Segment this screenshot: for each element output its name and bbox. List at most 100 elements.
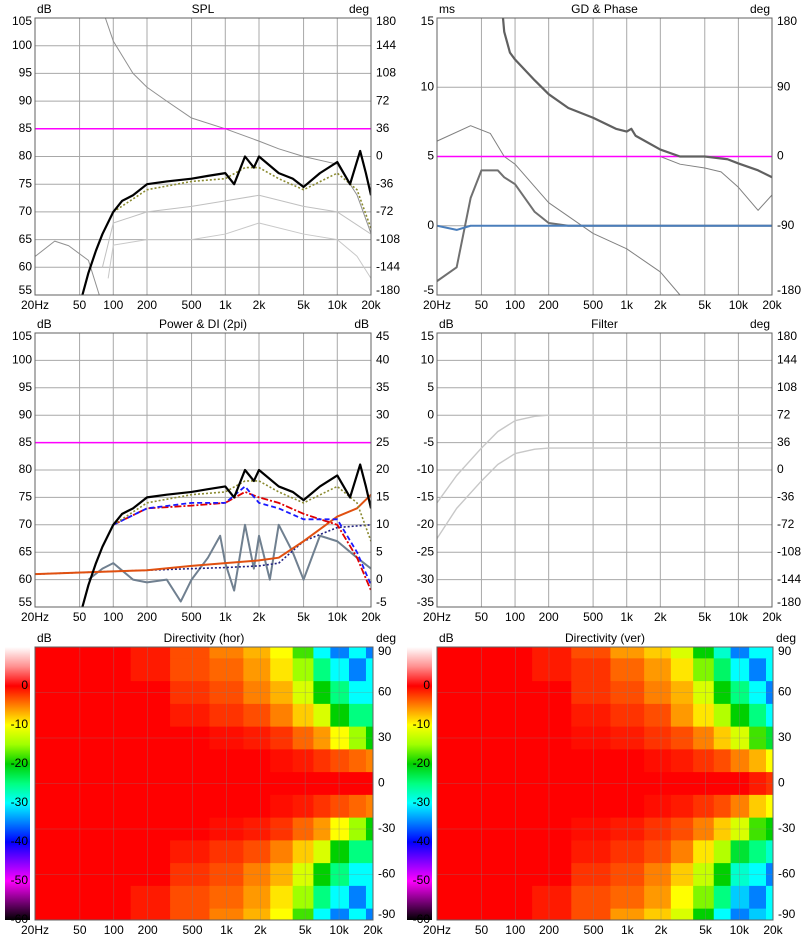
colorbar	[407, 647, 432, 920]
heat-cell	[130, 658, 171, 682]
heat-cell	[170, 703, 210, 728]
x-tick-label: 50	[475, 298, 489, 312]
y-tick-label: 75	[19, 490, 33, 504]
x-tick-label: 10k	[729, 610, 749, 624]
y2-tick-label: -144	[376, 259, 400, 273]
y-tick-label: 10	[421, 353, 435, 367]
plot-area	[35, 333, 371, 607]
y-tick-label: 100	[12, 353, 32, 367]
x-tick-label: 2k	[654, 298, 668, 312]
heat-cell	[644, 840, 672, 864]
heat-cell	[35, 703, 58, 728]
heat-cell	[644, 749, 672, 773]
x-tick-label: 20k	[361, 610, 381, 624]
plot-border	[34, 646, 374, 921]
x-tick-label: 2k	[254, 923, 268, 937]
y2-tick-label: -180	[777, 595, 801, 609]
y2-tick-label: 35	[376, 380, 390, 394]
heat-cell	[670, 885, 694, 910]
y-tick-label: -5	[423, 283, 434, 297]
y2-tick-label: -5	[376, 595, 387, 609]
heat-cell	[670, 908, 694, 920]
heat-cell	[330, 840, 350, 864]
x-tick-label: 10k	[730, 923, 750, 937]
colorbar	[5, 647, 30, 920]
y2-tick-label: -108	[376, 232, 400, 246]
y-tick-label: 60	[778, 685, 792, 699]
y-tick-label: 90	[378, 644, 392, 658]
heat-cell	[532, 794, 572, 819]
heat-cell	[313, 885, 331, 910]
heat-cell	[749, 840, 767, 864]
heat-cell	[713, 908, 732, 920]
heat-cell	[292, 908, 314, 920]
y-tick-label: 70	[19, 204, 33, 218]
chart-title: Power & DI (2pi)	[159, 317, 247, 331]
heat-cell	[130, 840, 171, 864]
heat-cell	[270, 885, 294, 910]
heat-cell	[349, 703, 367, 728]
series-line	[437, 414, 772, 504]
y-axis-label: ms	[439, 2, 455, 16]
heat-cell	[243, 647, 271, 659]
series-line	[35, 493, 371, 576]
colorbar-tick-label: -40	[413, 834, 431, 848]
y2-tick-label: 144	[777, 353, 797, 367]
heat-cell	[170, 840, 210, 864]
x-tick-label: 20Hz	[21, 610, 49, 624]
heat-cell	[571, 794, 611, 819]
heat-cell	[270, 749, 294, 773]
heat-cell	[170, 908, 210, 920]
x-tick-label: 200	[137, 610, 157, 624]
y-tick-label: 30	[778, 730, 792, 744]
y-tick-label: 15	[421, 14, 435, 28]
y-tick-label: 105	[12, 329, 32, 343]
heat-cell	[766, 908, 773, 920]
y-tick-label: -25	[417, 544, 435, 558]
heat-cell	[330, 647, 350, 659]
y-tick-label: 0	[378, 776, 385, 790]
colorbar-tick-label: -30	[413, 795, 431, 809]
heat-cell	[35, 794, 58, 819]
colorbar-tick-label: -60	[413, 912, 431, 926]
heat-cell	[270, 840, 294, 864]
y2-tick-label: 72	[777, 407, 791, 421]
heat-cell	[330, 703, 350, 728]
heat-cell	[35, 658, 58, 682]
x-tick-label: 20Hz	[21, 298, 49, 312]
x-tick-label: 20k	[763, 923, 783, 937]
heat-cell	[349, 749, 367, 773]
heat-cell	[749, 658, 767, 682]
y-axis-label: dB	[37, 317, 52, 331]
heat-cell	[365, 658, 373, 682]
heat-cell	[292, 703, 314, 728]
series-line	[107, 222, 371, 279]
heat-cell	[644, 703, 672, 728]
x-tick-label: 5k	[698, 298, 712, 312]
heat-cell	[437, 885, 460, 910]
x-tick-label: 100	[104, 923, 124, 937]
x-tick-label: 1k	[220, 923, 234, 937]
y2-tick-label: 36	[777, 435, 791, 449]
heat-cell	[57, 840, 98, 864]
x-tick-label: 20Hz	[423, 610, 451, 624]
heat-cell	[459, 658, 499, 682]
y-tick-label: 60	[19, 259, 33, 273]
heat-cell	[532, 749, 572, 773]
series-line	[437, 447, 772, 539]
heat-cell	[57, 794, 98, 819]
y2-tick-label: 144	[376, 38, 396, 52]
x-tick-label: 5k	[297, 610, 311, 624]
heat-cell	[693, 647, 715, 659]
y-tick-label: 80	[19, 149, 33, 163]
y2-axis-label: deg	[349, 2, 369, 16]
y2-tick-label: 10	[376, 517, 390, 531]
heat-cell	[730, 647, 750, 659]
heat-cell	[693, 908, 715, 920]
y-tick-label: 0	[427, 407, 434, 421]
y-tick-label: -90	[778, 907, 796, 921]
x-tick-label: 2k	[253, 298, 267, 312]
x-tick-label: 50	[73, 610, 87, 624]
y2-tick-label: -72	[376, 204, 394, 218]
x-tick-label: 20k	[762, 298, 782, 312]
